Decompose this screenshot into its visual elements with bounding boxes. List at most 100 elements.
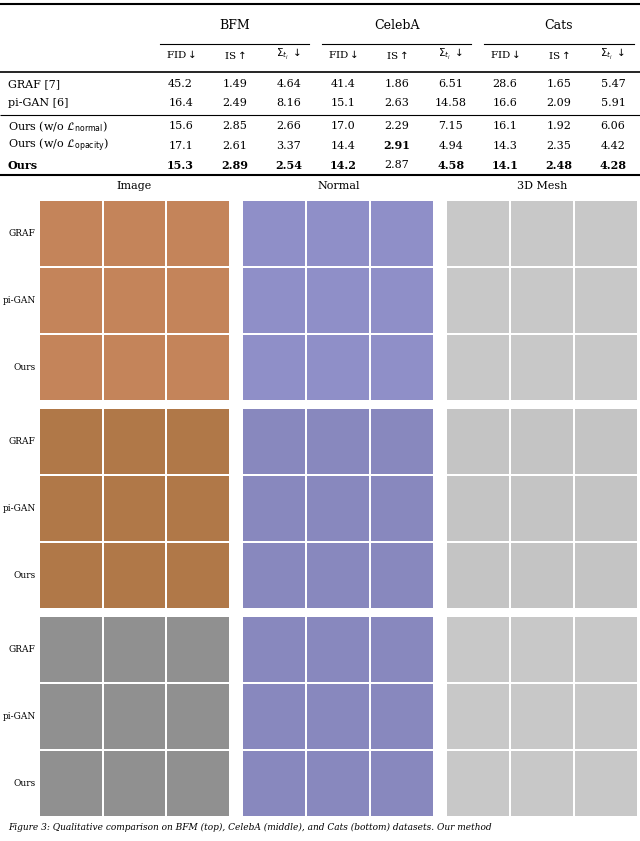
Bar xyxy=(371,542,433,608)
Bar xyxy=(575,616,637,682)
Bar xyxy=(371,616,433,682)
Text: $\Sigma_{t_i}$ $\downarrow$: $\Sigma_{t_i}$ $\downarrow$ xyxy=(438,47,463,62)
Text: 16.1: 16.1 xyxy=(492,121,517,131)
Text: 2.49: 2.49 xyxy=(222,98,247,108)
Text: FID$\downarrow$: FID$\downarrow$ xyxy=(490,50,520,61)
Bar xyxy=(40,542,102,608)
Text: 2.48: 2.48 xyxy=(545,160,572,171)
Bar xyxy=(447,751,509,816)
Bar xyxy=(307,476,369,541)
Bar xyxy=(447,542,509,608)
Bar xyxy=(104,335,166,399)
Bar xyxy=(104,542,166,608)
Text: 16.4: 16.4 xyxy=(168,98,193,108)
Bar xyxy=(447,268,509,333)
Bar xyxy=(40,201,102,266)
Text: Normal: Normal xyxy=(317,182,360,191)
Bar xyxy=(168,409,229,473)
Bar xyxy=(40,751,102,816)
Text: 14.1: 14.1 xyxy=(492,160,518,171)
Bar xyxy=(307,684,369,748)
Bar xyxy=(575,751,637,816)
Text: 2.54: 2.54 xyxy=(275,160,302,171)
Bar xyxy=(511,684,573,748)
Bar xyxy=(575,335,637,399)
Text: Ours: Ours xyxy=(13,571,36,579)
Text: 2.09: 2.09 xyxy=(547,98,572,108)
Text: 1.49: 1.49 xyxy=(222,79,247,89)
Bar xyxy=(371,409,433,473)
Text: $\Sigma_{t_i}$ $\downarrow$: $\Sigma_{t_i}$ $\downarrow$ xyxy=(600,47,626,62)
Text: Ours: Ours xyxy=(8,160,38,171)
Bar xyxy=(371,476,433,541)
Text: 6.06: 6.06 xyxy=(600,121,625,131)
Text: 4.42: 4.42 xyxy=(600,140,625,151)
Text: Ours: Ours xyxy=(13,362,36,372)
Bar xyxy=(307,542,369,608)
Bar xyxy=(371,201,433,266)
Text: IS$\uparrow$: IS$\uparrow$ xyxy=(224,49,246,61)
Text: 4.58: 4.58 xyxy=(437,160,465,171)
Text: GRAF: GRAF xyxy=(9,229,36,238)
Text: 14.58: 14.58 xyxy=(435,98,467,108)
Text: pi-GAN [6]: pi-GAN [6] xyxy=(8,98,68,108)
Text: 4.94: 4.94 xyxy=(438,140,463,151)
Bar xyxy=(307,751,369,816)
Bar xyxy=(104,201,166,266)
Bar xyxy=(40,335,102,399)
Text: 41.4: 41.4 xyxy=(330,79,355,89)
Bar xyxy=(243,409,305,473)
Text: 15.6: 15.6 xyxy=(168,121,193,131)
Bar xyxy=(511,616,573,682)
Text: 2.66: 2.66 xyxy=(276,121,301,131)
Text: Ours (w/o $\mathcal{L}_{\mathrm{normal}}$): Ours (w/o $\mathcal{L}_{\mathrm{normal}}… xyxy=(8,119,108,134)
Bar xyxy=(168,201,229,266)
Bar xyxy=(307,616,369,682)
Text: 15.1: 15.1 xyxy=(330,98,355,108)
Bar xyxy=(40,476,102,541)
Bar xyxy=(104,268,166,333)
Bar xyxy=(40,268,102,333)
Text: 5.91: 5.91 xyxy=(600,98,625,108)
Text: GRAF: GRAF xyxy=(9,645,36,653)
Bar xyxy=(511,268,573,333)
Bar xyxy=(447,476,509,541)
Text: 2.89: 2.89 xyxy=(221,160,248,171)
Bar xyxy=(168,335,229,399)
Bar xyxy=(168,268,229,333)
Bar xyxy=(575,268,637,333)
Bar xyxy=(243,476,305,541)
Bar xyxy=(104,409,166,473)
Bar xyxy=(511,542,573,608)
Text: 45.2: 45.2 xyxy=(168,79,193,89)
Bar xyxy=(243,201,305,266)
Bar xyxy=(511,335,573,399)
Text: Ours: Ours xyxy=(13,779,36,788)
Bar xyxy=(307,268,369,333)
Bar xyxy=(447,201,509,266)
Bar xyxy=(168,684,229,748)
Text: 1.86: 1.86 xyxy=(385,79,409,89)
Text: CelebA: CelebA xyxy=(374,19,420,32)
Text: pi-GAN: pi-GAN xyxy=(3,504,36,513)
Text: GRAF [7]: GRAF [7] xyxy=(8,79,60,89)
Bar xyxy=(307,335,369,399)
Text: 3D Mesh: 3D Mesh xyxy=(516,182,567,191)
Text: 7.15: 7.15 xyxy=(438,121,463,131)
Text: 2.91: 2.91 xyxy=(383,140,410,151)
Text: $\Sigma_{t_i}$ $\downarrow$: $\Sigma_{t_i}$ $\downarrow$ xyxy=(276,47,301,62)
Text: 2.87: 2.87 xyxy=(385,160,409,170)
Bar xyxy=(243,268,305,333)
Text: 2.63: 2.63 xyxy=(385,98,409,108)
Text: 14.2: 14.2 xyxy=(330,160,356,171)
Text: pi-GAN: pi-GAN xyxy=(3,711,36,721)
Bar xyxy=(104,751,166,816)
Text: 5.47: 5.47 xyxy=(600,79,625,89)
Bar xyxy=(447,616,509,682)
Bar xyxy=(511,476,573,541)
Bar xyxy=(243,542,305,608)
Bar xyxy=(104,476,166,541)
Text: FID$\downarrow$: FID$\downarrow$ xyxy=(166,50,196,61)
Text: IS$\uparrow$: IS$\uparrow$ xyxy=(548,49,570,61)
Text: 2.29: 2.29 xyxy=(385,121,409,131)
